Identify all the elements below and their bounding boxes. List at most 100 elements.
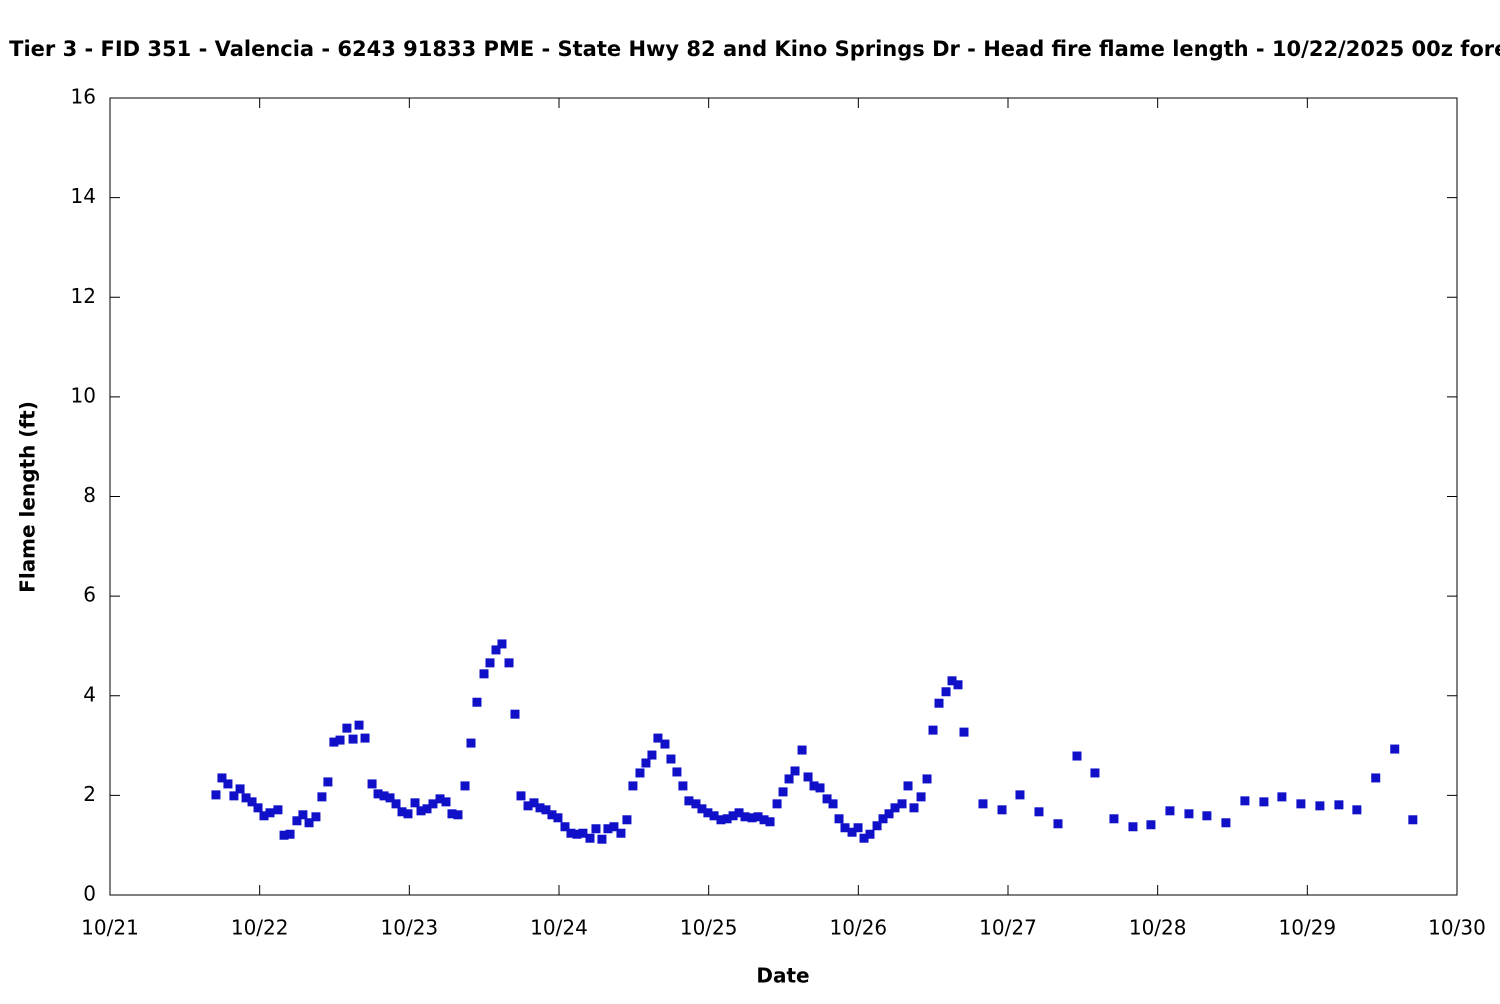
point	[323, 777, 333, 787]
point	[947, 676, 957, 686]
point	[311, 812, 321, 822]
x-tick-label: 10/22	[231, 916, 289, 940]
point	[1053, 819, 1063, 829]
point	[734, 808, 744, 818]
point	[703, 808, 713, 818]
point	[1371, 773, 1381, 783]
point	[847, 827, 857, 837]
point	[784, 774, 794, 784]
point	[447, 809, 457, 819]
point	[422, 804, 432, 814]
point	[360, 733, 370, 743]
point	[497, 639, 507, 649]
chart-title: Tier 3 - FID 351 - Valencia - 6243 91833…	[9, 37, 1500, 61]
point	[247, 797, 257, 807]
point	[916, 792, 926, 802]
point	[922, 774, 932, 784]
x-tick-label: 10/28	[1129, 916, 1187, 940]
point	[285, 829, 295, 839]
point	[1034, 807, 1044, 817]
y-tick-label: 14	[71, 184, 96, 208]
point	[603, 824, 613, 834]
point	[1165, 806, 1175, 816]
point	[304, 818, 314, 828]
point	[709, 811, 719, 821]
plot-frame	[109, 97, 1458, 896]
point	[909, 803, 919, 813]
point	[597, 834, 607, 844]
point	[1259, 797, 1269, 807]
x-tick-label: 10/21	[81, 916, 139, 940]
point	[428, 799, 438, 809]
point	[953, 680, 963, 690]
point	[753, 812, 763, 822]
point	[790, 766, 800, 776]
point	[391, 799, 401, 809]
point	[890, 803, 900, 813]
point	[367, 779, 377, 789]
point	[878, 814, 888, 824]
point	[684, 796, 694, 806]
point	[1221, 818, 1231, 828]
point	[635, 768, 645, 778]
y-tick-label: 6	[83, 583, 96, 607]
point	[504, 658, 514, 668]
point	[840, 823, 850, 833]
point	[772, 799, 782, 809]
point	[1184, 809, 1194, 819]
point	[466, 738, 476, 748]
point	[809, 781, 819, 791]
point	[1408, 815, 1418, 825]
point	[747, 813, 757, 823]
point	[317, 792, 327, 802]
point	[728, 811, 738, 821]
point	[609, 822, 619, 832]
point	[229, 791, 239, 801]
point	[223, 779, 233, 789]
point	[1277, 792, 1287, 802]
point	[259, 811, 269, 821]
point	[822, 794, 832, 804]
point	[740, 812, 750, 822]
point	[691, 799, 701, 809]
point	[541, 805, 551, 815]
point	[959, 727, 969, 737]
point	[647, 750, 657, 760]
point	[472, 697, 482, 707]
point	[997, 805, 1007, 815]
point	[622, 815, 632, 825]
point	[253, 803, 263, 813]
point	[403, 809, 413, 819]
point	[397, 807, 407, 817]
point	[934, 698, 944, 708]
point	[516, 791, 526, 801]
point	[1146, 820, 1156, 830]
y-tick-label: 8	[83, 483, 96, 507]
point	[241, 793, 251, 803]
point	[385, 793, 395, 803]
point	[903, 781, 913, 791]
point	[815, 783, 825, 793]
x-tick-label: 10/29	[1279, 916, 1337, 940]
x-tick-label: 10/25	[680, 916, 738, 940]
point	[628, 781, 638, 791]
point	[759, 815, 769, 825]
point	[928, 725, 938, 735]
point	[335, 735, 345, 745]
point	[865, 829, 875, 839]
point	[1090, 768, 1100, 778]
point	[1390, 744, 1400, 754]
point	[572, 829, 582, 839]
point	[1072, 751, 1082, 761]
point	[1015, 790, 1025, 800]
point	[697, 804, 707, 814]
point	[410, 798, 420, 808]
point	[491, 645, 501, 655]
point	[1202, 811, 1212, 821]
point	[884, 809, 894, 819]
point	[1315, 801, 1325, 811]
point	[235, 784, 245, 794]
point	[1128, 822, 1138, 832]
point	[1296, 799, 1306, 809]
